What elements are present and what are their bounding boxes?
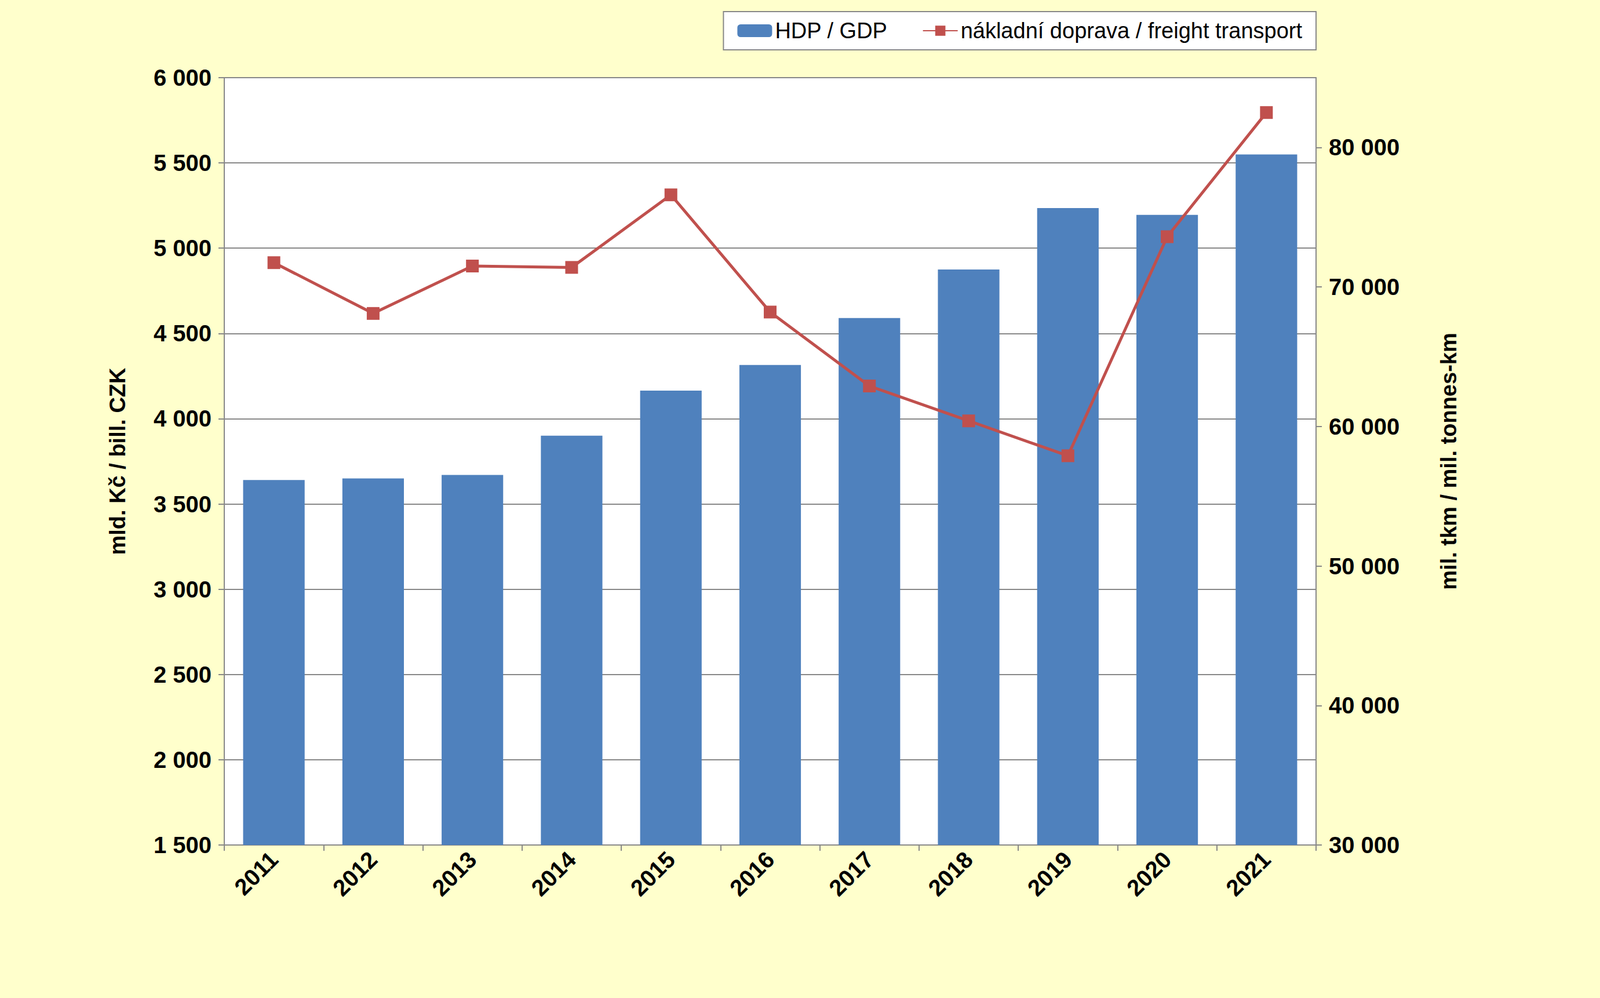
svg-text:2017: 2017 xyxy=(824,846,879,901)
svg-text:3 000: 3 000 xyxy=(153,576,212,603)
svg-text:4 000: 4 000 xyxy=(153,405,212,432)
svg-text:50 000: 50 000 xyxy=(1328,553,1400,579)
svg-text:2 000: 2 000 xyxy=(153,746,212,773)
svg-text:6 000: 6 000 xyxy=(153,64,212,91)
svg-text:40 000: 40 000 xyxy=(1328,692,1400,719)
svg-text:2012: 2012 xyxy=(327,846,382,901)
svg-text:5 000: 5 000 xyxy=(153,235,212,261)
svg-text:60 000: 60 000 xyxy=(1328,413,1400,440)
svg-text:2016: 2016 xyxy=(724,846,780,901)
svg-text:2013: 2013 xyxy=(427,846,482,901)
svg-text:30 000: 30 000 xyxy=(1328,832,1400,858)
svg-text:nákladní doprava / freight tra: nákladní doprava / freight transport xyxy=(960,18,1303,43)
svg-text:70 000: 70 000 xyxy=(1328,274,1400,300)
svg-text:2020: 2020 xyxy=(1121,846,1177,901)
svg-text:2015: 2015 xyxy=(625,846,680,901)
svg-text:2018: 2018 xyxy=(923,846,978,901)
svg-text:mil. tkm / mil. tonnes-km: mil. tkm / mil. tonnes-km xyxy=(1436,332,1461,590)
svg-text:80 000: 80 000 xyxy=(1328,134,1400,160)
svg-text:5 500: 5 500 xyxy=(153,150,212,176)
svg-text:1 500: 1 500 xyxy=(153,832,212,858)
svg-text:2021: 2021 xyxy=(1221,846,1276,901)
svg-text:2014: 2014 xyxy=(526,846,582,902)
svg-text:2 500: 2 500 xyxy=(153,661,212,688)
svg-text:4 500: 4 500 xyxy=(153,320,212,346)
svg-text:3 500: 3 500 xyxy=(153,491,212,517)
svg-text:HDP / GDP: HDP / GDP xyxy=(774,18,888,43)
svg-text:mld. Kč / bill. CZK: mld. Kč / bill. CZK xyxy=(105,367,130,556)
svg-text:2019: 2019 xyxy=(1022,846,1077,901)
svg-text:2011: 2011 xyxy=(229,846,283,900)
